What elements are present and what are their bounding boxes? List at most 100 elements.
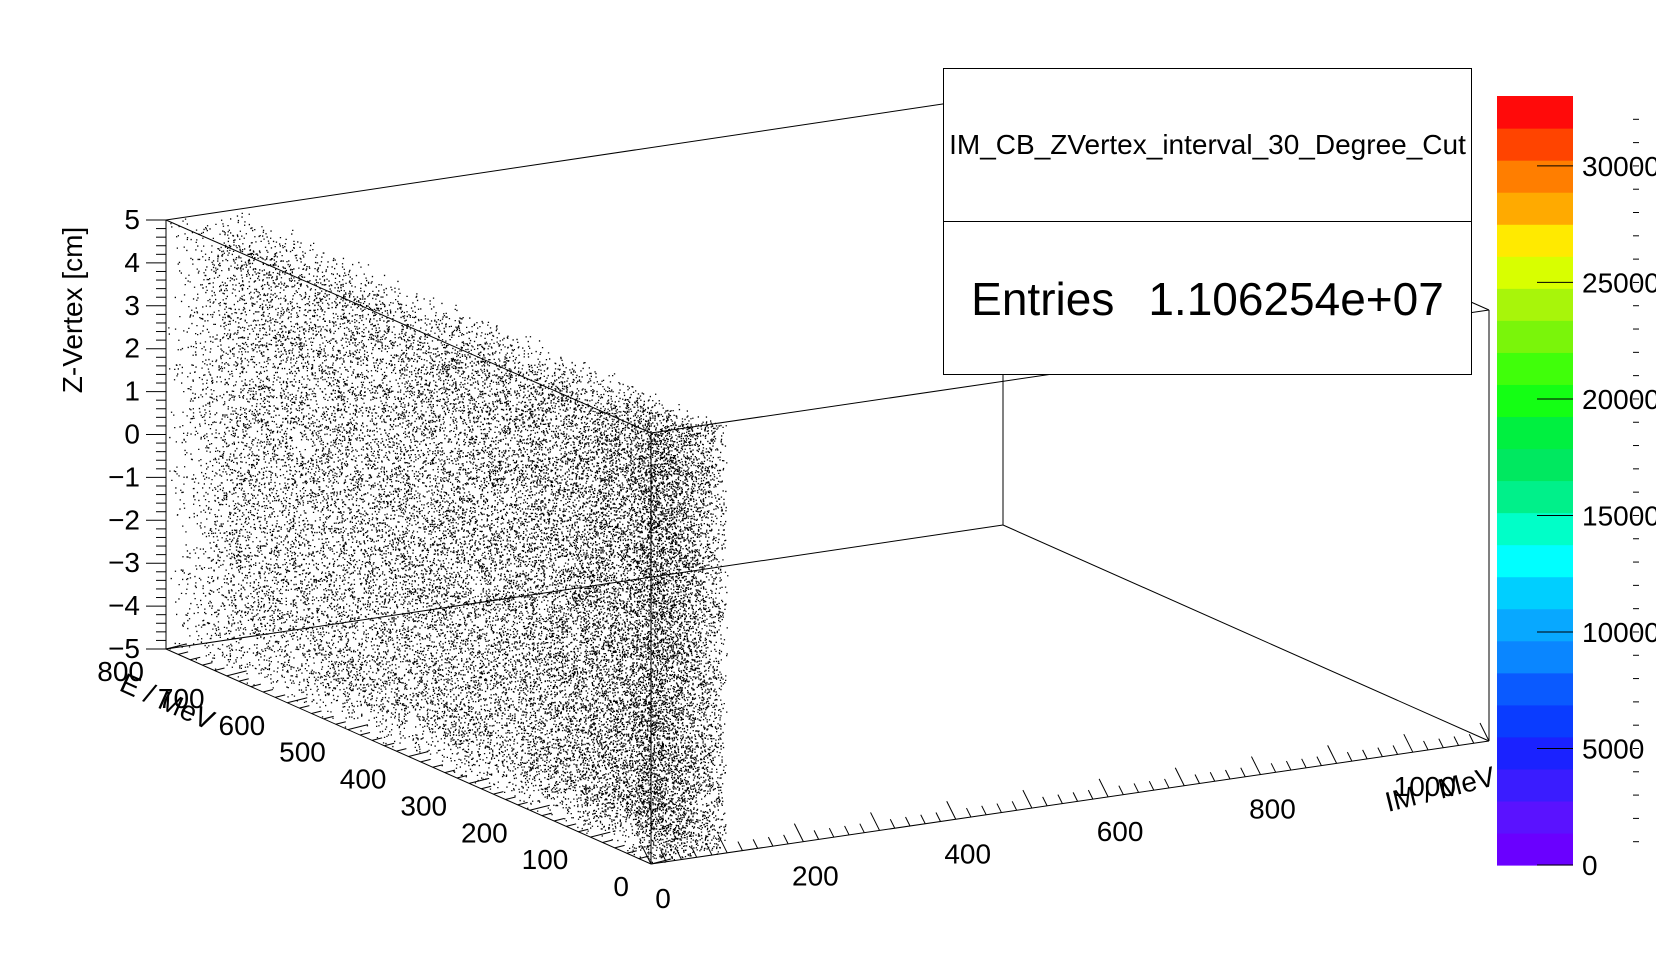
im-axis-tick <box>641 845 652 865</box>
im-tick-label: 800 <box>1249 794 1296 825</box>
color-bin <box>1497 352 1573 385</box>
im-axis-tick <box>935 812 941 822</box>
im-axis-tick <box>1479 722 1490 742</box>
colorbar-tick-label: 25000 <box>1582 267 1656 298</box>
im-axis-tick <box>717 834 728 854</box>
e-tick-label: 400 <box>340 764 387 795</box>
z-axis-title: Z-Vertex [cm] <box>57 227 88 393</box>
e-axis-tick <box>372 737 383 741</box>
e-axis-tick <box>178 651 189 655</box>
color-bin <box>1497 800 1573 834</box>
im-tick-label: 1000 <box>1394 771 1456 802</box>
e-axis-tick <box>396 748 407 752</box>
im-axis-tick <box>1438 738 1444 748</box>
entries-label: Entries <box>971 273 1115 325</box>
im-axis-tick <box>1423 740 1429 751</box>
im-axis-tick <box>783 834 789 845</box>
im-axis-tick <box>1072 792 1079 802</box>
im-axis-tick <box>1118 785 1124 795</box>
z-tick-label: 1 <box>124 376 140 407</box>
im-axis-tick <box>870 812 880 831</box>
e-tick-label: 700 <box>158 683 205 714</box>
im-axis-tick <box>1148 780 1155 791</box>
im-axis-tick <box>1164 778 1170 789</box>
im-axis-tick <box>1251 756 1261 775</box>
e-axis-tick <box>469 777 490 784</box>
box-edge <box>165 524 1004 650</box>
im-axis-tick <box>1225 769 1231 780</box>
e-axis-tick <box>262 689 274 693</box>
e-axis-tick <box>408 751 429 757</box>
im-axis-tick <box>981 805 987 816</box>
color-bin <box>1497 320 1573 353</box>
im-axis-tick <box>1270 763 1277 773</box>
e-axis-tick <box>614 844 625 849</box>
z-tick-label: 2 <box>124 333 140 364</box>
e-axis-tick <box>541 812 552 817</box>
im-axis-tick <box>1098 778 1109 798</box>
color-bin <box>1497 192 1573 225</box>
z-tick-label: 5 <box>124 204 140 235</box>
im-axis-title: IM / MeV <box>1382 761 1499 818</box>
e-tick-label: 300 <box>400 790 447 821</box>
im-axis-tick <box>813 830 820 840</box>
color-bin <box>1497 256 1573 289</box>
im-axis-tick <box>1285 760 1292 771</box>
z-tick-label: 3 <box>124 290 140 321</box>
im-axis-tick <box>1453 736 1459 746</box>
e-axis-tick <box>275 694 286 698</box>
im-axis-tick <box>844 825 850 836</box>
histogram-title: IM_CB_ZVertex_interval_30_Degree_Cut <box>944 69 1471 222</box>
z-tick-label: 0 <box>124 419 140 450</box>
im-tick-label: 600 <box>1097 816 1144 847</box>
e-axis-tick <box>578 828 589 833</box>
im-tick-label: 0 <box>655 883 671 914</box>
im-axis-tick <box>1301 758 1307 769</box>
im-axis-tick <box>1316 756 1322 766</box>
color-bin <box>1497 704 1573 738</box>
e-axis-tick <box>311 710 322 714</box>
e-axis-tick <box>590 831 611 838</box>
e-axis: 0 100 200 300 400 500 600 700 800 <box>97 643 672 902</box>
im-axis-tick <box>737 841 743 851</box>
im-axis-tick <box>1133 783 1140 793</box>
color-bin <box>1497 480 1573 514</box>
im-axis-tick <box>1392 745 1399 755</box>
e-axis-tick <box>517 801 528 806</box>
im-axis-tick <box>1362 749 1368 760</box>
color-bin <box>1497 96 1573 129</box>
color-bin <box>1497 416 1573 450</box>
im-axis-tick <box>1403 733 1414 753</box>
im-axis-tick <box>1240 767 1246 778</box>
box-edge <box>165 219 652 434</box>
e-axis-title: E / MeV <box>116 667 220 736</box>
colorbar-tick-label: 10000 <box>1582 617 1656 648</box>
im-tick-label: 200 <box>792 861 839 892</box>
im-axis-tick <box>966 807 972 818</box>
e-axis-tick <box>250 683 261 688</box>
box-edge <box>650 740 1490 865</box>
box-edge <box>165 94 1004 221</box>
color-bin <box>1497 288 1573 321</box>
im-axis-tick <box>1209 772 1216 782</box>
e-axis-tick <box>238 678 249 682</box>
im-axis-tick <box>661 852 667 862</box>
e-axis-tick <box>481 785 492 790</box>
color-bin <box>1497 640 1573 674</box>
e-axis-tick <box>323 715 334 720</box>
e-axis-tick <box>432 764 443 768</box>
z-tick-label: −2 <box>108 504 140 535</box>
e-axis-tick <box>226 670 247 677</box>
im-axis-tick <box>859 823 865 833</box>
e-tick-label: 0 <box>613 871 629 902</box>
im-axis-tick <box>1011 801 1018 811</box>
im-axis-tick <box>1468 734 1475 744</box>
e-axis-tick <box>202 662 213 666</box>
colorbar-tick-label: 20000 <box>1582 384 1656 415</box>
stats-box: IM_CB_ZVertex_interval_30_Degree_Cut Ent… <box>943 68 1472 375</box>
e-axis-tick <box>335 721 346 725</box>
e-tick-label: 500 <box>279 737 326 768</box>
e-axis-tick <box>444 769 455 774</box>
color-bin <box>1497 768 1573 802</box>
